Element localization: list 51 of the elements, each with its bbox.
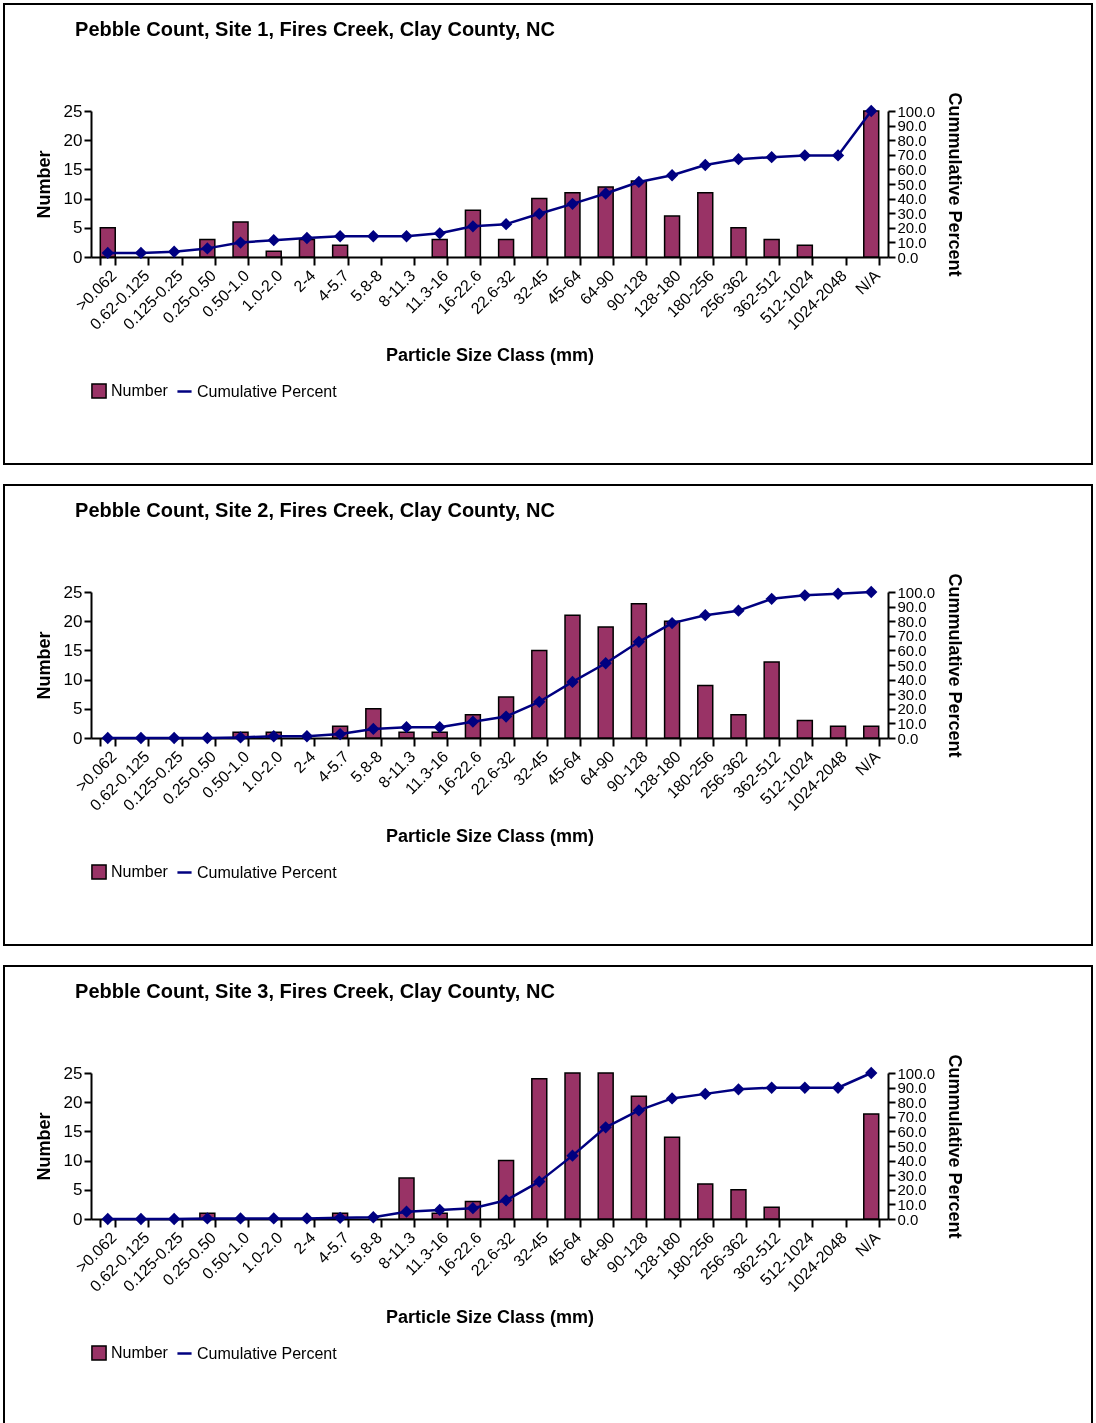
y-tick-label: 5	[73, 699, 83, 719]
y-axis-title: Number	[33, 150, 54, 219]
y-tick-label: 25	[63, 1063, 83, 1083]
y2-tick-label: 0.0	[897, 248, 919, 266]
y-tick-label: 10	[63, 189, 83, 209]
y-tick-label: 10	[63, 1151, 83, 1171]
x-tick-label: 2-4	[290, 266, 319, 296]
y2-tick-label: 100.0	[897, 583, 936, 601]
y-tick-label: 5	[73, 218, 83, 238]
x-axis-title: Particle Size Class (mm)	[385, 344, 595, 365]
y2-tick-label: 100.0	[897, 102, 936, 120]
legend-label: Cumulative Percent	[197, 382, 338, 400]
x-axis-title: Particle Size Class (mm)	[385, 825, 595, 846]
y-tick-label: 15	[63, 640, 83, 660]
legend-label: Number	[111, 1344, 169, 1361]
y2-tick-label: 50.0	[897, 656, 927, 674]
y-tick-label: 25	[63, 101, 83, 121]
y-tick-label: 15	[63, 159, 83, 179]
x-tick-label: 2-4	[290, 1228, 319, 1258]
x-tick-label: N/A	[852, 266, 884, 298]
y-tick-label: 25	[63, 582, 83, 602]
y2-tick-label: 0.0	[897, 729, 919, 747]
y2-axis-title: Cummulative Percent	[945, 92, 966, 277]
y-tick-label: 0	[73, 728, 83, 748]
x-axis-title: Particle Size Class (mm)	[385, 1306, 595, 1327]
chart-title: Pebble Count, Site 3, Fires Creek, Clay County, NC	[75, 979, 555, 1002]
y-axis-title: Number	[33, 1112, 54, 1181]
legend-label: Cumulative Percent	[197, 863, 338, 881]
y-tick-label: 10	[63, 670, 83, 690]
chart-title: Pebble Count, Site 1, Fires Creek, Clay County, NC	[75, 17, 555, 40]
x-tick-label: N/A	[852, 1228, 884, 1260]
y-tick-label: 0	[73, 247, 83, 267]
y2-axis-title: Cummulative Percent	[945, 573, 966, 758]
legend-label: Cumulative Percent	[197, 1344, 338, 1362]
y2-tick-label: 100.0	[897, 1064, 936, 1082]
y-axis-title: Number	[33, 631, 54, 700]
y-tick-label: 20	[63, 1092, 83, 1112]
legend-label: Number	[111, 382, 169, 399]
y-tick-label: 20	[63, 611, 83, 631]
y2-tick-label: 50.0	[897, 1137, 927, 1155]
y2-tick-label: 0.0	[897, 1210, 919, 1228]
y-tick-label: 20	[63, 130, 83, 150]
y2-axis-title: Cummulative Percent	[945, 1054, 966, 1239]
x-tick-label: N/A	[852, 747, 884, 779]
y-tick-label: 5	[73, 1180, 83, 1200]
y-tick-label: 0	[73, 1209, 83, 1229]
x-tick-label: 2-4	[290, 747, 319, 777]
chart-title: Pebble Count, Site 2, Fires Creek, Clay County, NC	[75, 498, 555, 521]
y-tick-label: 15	[63, 1121, 83, 1141]
legend-label: Number	[111, 863, 169, 880]
y2-tick-label: 50.0	[897, 175, 927, 193]
